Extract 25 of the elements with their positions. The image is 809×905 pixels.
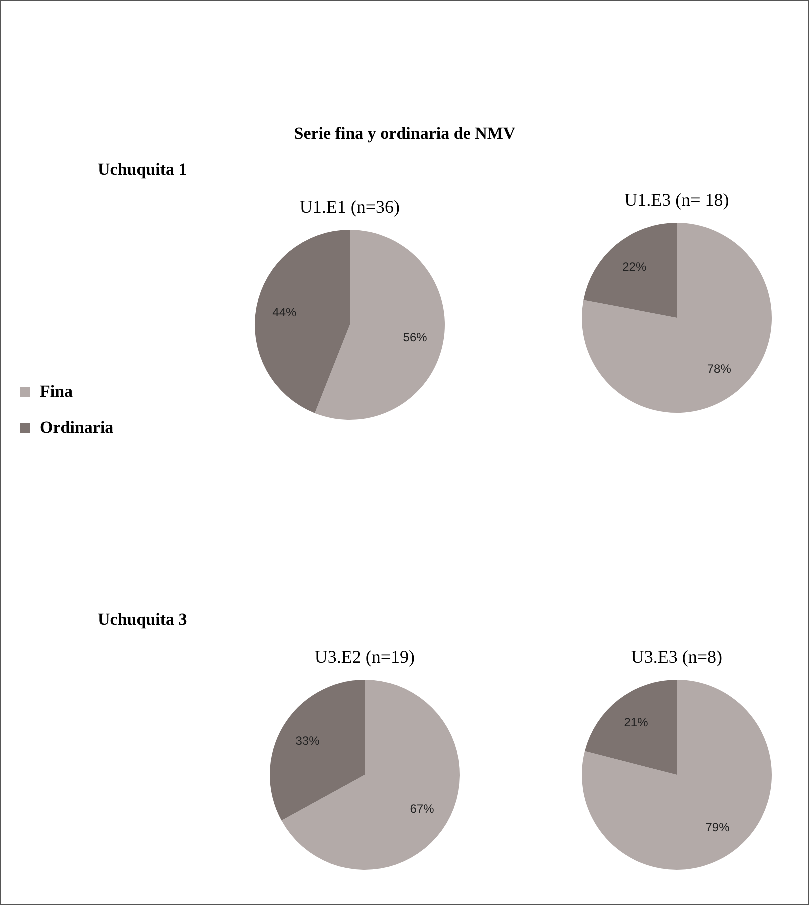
- data-label: 21%: [624, 715, 649, 730]
- data-label: 79%: [706, 820, 730, 835]
- pie-slice: [582, 680, 772, 870]
- pie-slice: [255, 230, 350, 414]
- legend-label: Fina: [40, 382, 74, 401]
- pie-slice: [315, 230, 445, 420]
- text: Uchuquita 3: [98, 610, 188, 629]
- legend-label: Ordinaria: [40, 418, 114, 437]
- chart-title: U1.E3 (n= 18): [624, 190, 730, 210]
- chart-title: U3.E2 (n=19): [314, 647, 416, 667]
- pie-slice: [282, 680, 460, 870]
- text: Uchuquita 1: [98, 160, 188, 179]
- data-label: 22%: [622, 260, 647, 274]
- data-label: 44%: [272, 306, 298, 320]
- pie-slice: [582, 223, 772, 413]
- chart-title: U1.E1 (n=36): [300, 197, 400, 217]
- pie-slice: [584, 223, 677, 318]
- text: Serie fina y ordinaria de NMV: [294, 124, 516, 143]
- data-label: 67%: [410, 802, 435, 816]
- data-label: 56%: [403, 330, 428, 344]
- data-label: 33%: [296, 734, 320, 748]
- pie-slice: [584, 680, 677, 775]
- data-label: 78%: [707, 362, 732, 376]
- chart-title: U3.E3 (n=8): [631, 647, 723, 667]
- pie-slice: [270, 680, 365, 821]
